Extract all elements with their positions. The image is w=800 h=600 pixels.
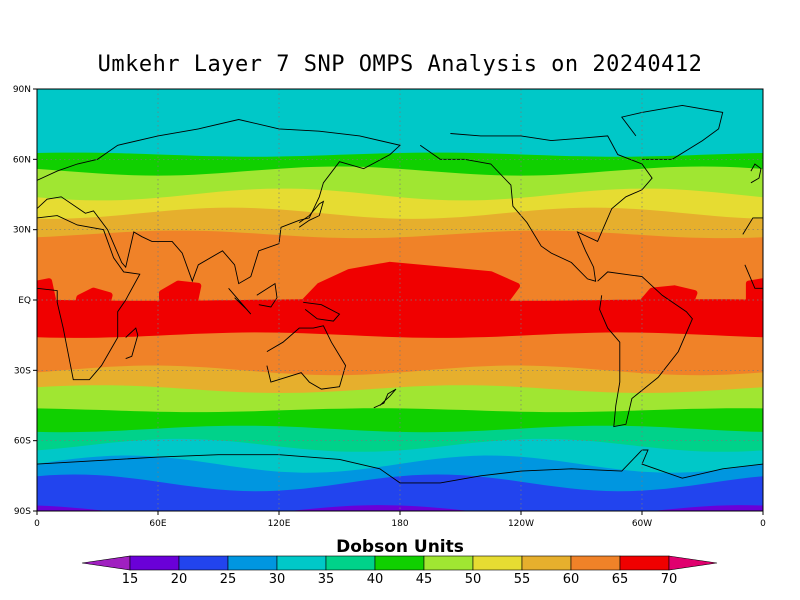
- graticule: [37, 89, 763, 511]
- lat-tick-label: EQ: [18, 296, 31, 306]
- lon-tick-label: 0: [760, 519, 766, 529]
- lat-tick-label: 60N: [13, 155, 31, 165]
- lat-tick-label: 60S: [14, 437, 31, 447]
- lat-tick-label: 30N: [13, 226, 31, 236]
- colorbar-swatch: [423, 555, 474, 571]
- lon-tick-label: 60W: [632, 519, 652, 529]
- coastlines: [37, 104, 763, 484]
- coastline: [256, 282, 278, 308]
- coastline: [298, 200, 325, 228]
- coastline: [303, 301, 341, 322]
- ozone-maximum: [159, 280, 202, 315]
- colorbar-level-label: 45: [416, 572, 433, 587]
- lat-tick-label: 90S: [14, 507, 31, 517]
- coastline: [742, 217, 763, 289]
- coastline: [597, 271, 693, 428]
- colorbar-level-label: 55: [514, 572, 531, 587]
- chart-title: Umkehr Layer 7 SNP OMPS Analysis on 2024…: [97, 52, 703, 77]
- colorbar-swatch: [619, 555, 670, 571]
- colorbar-level-label: 35: [318, 572, 335, 587]
- ozone-maximum: [74, 287, 113, 315]
- colorbar-swatch: [129, 555, 180, 571]
- coastline: [228, 288, 252, 315]
- colorbar-swatch: [374, 555, 425, 571]
- colorbar-title: Dobson Units: [336, 537, 464, 557]
- contour-band: [37, 474, 763, 511]
- latitude-ticks: 90N 60N 30N EQ 30S 60S 90S: [13, 85, 37, 517]
- longitude-ticks: 0 60E 120E 180 120W 60W 0: [34, 511, 766, 529]
- ozone-maximum: [296, 261, 520, 320]
- colorbar: 15 20 25 30 35 40 45 50 55 60 65 70: [81, 555, 718, 587]
- ozone-maximum: [745, 278, 763, 310]
- lat-tick-label: 30S: [14, 366, 31, 376]
- ozone-maximum: [37, 278, 57, 313]
- coastline: [37, 119, 401, 285]
- colorbar-level-label: 20: [171, 572, 188, 587]
- colorbar-level-label: 70: [661, 572, 678, 587]
- coastline: [37, 449, 763, 484]
- lon-tick-label: 0: [34, 519, 40, 529]
- coastline: [419, 133, 653, 282]
- coastline: [373, 388, 397, 409]
- lon-tick-label: 120E: [268, 519, 291, 529]
- colorbar-level-label: 30: [269, 572, 286, 587]
- lon-tick-label: 60E: [149, 519, 166, 529]
- coastline: [266, 325, 347, 390]
- coastline: [125, 327, 139, 360]
- colorbar-swatch: [521, 555, 572, 571]
- colorbar-level-label: 25: [220, 572, 237, 587]
- coastline: [621, 104, 724, 160]
- lat-tick-label: 90N: [13, 85, 31, 95]
- colorbar-level-label: 50: [465, 572, 482, 587]
- colorbar-swatch: [570, 555, 621, 571]
- lon-tick-label: 180: [391, 519, 408, 529]
- colorbar-swatch: [276, 555, 327, 571]
- colorbar-swatch: [472, 555, 523, 571]
- colorbar-arrow-high: [668, 555, 718, 571]
- colorbar-level-label: 60: [563, 572, 580, 587]
- colorbar-level-label: 15: [122, 572, 139, 587]
- colorbar-arrow-low: [81, 555, 131, 571]
- ozone-maximum: [632, 285, 698, 322]
- colorbar-level-label: 65: [612, 572, 629, 587]
- colorbar-swatch: [178, 555, 229, 571]
- colorbar-swatch: [227, 555, 278, 571]
- coastline: [750, 163, 762, 184]
- lon-tick-label: 120W: [508, 519, 534, 529]
- coastline: [37, 215, 141, 381]
- colorbar-swatch: [325, 555, 376, 571]
- colorbar-level-label: 40: [367, 572, 384, 587]
